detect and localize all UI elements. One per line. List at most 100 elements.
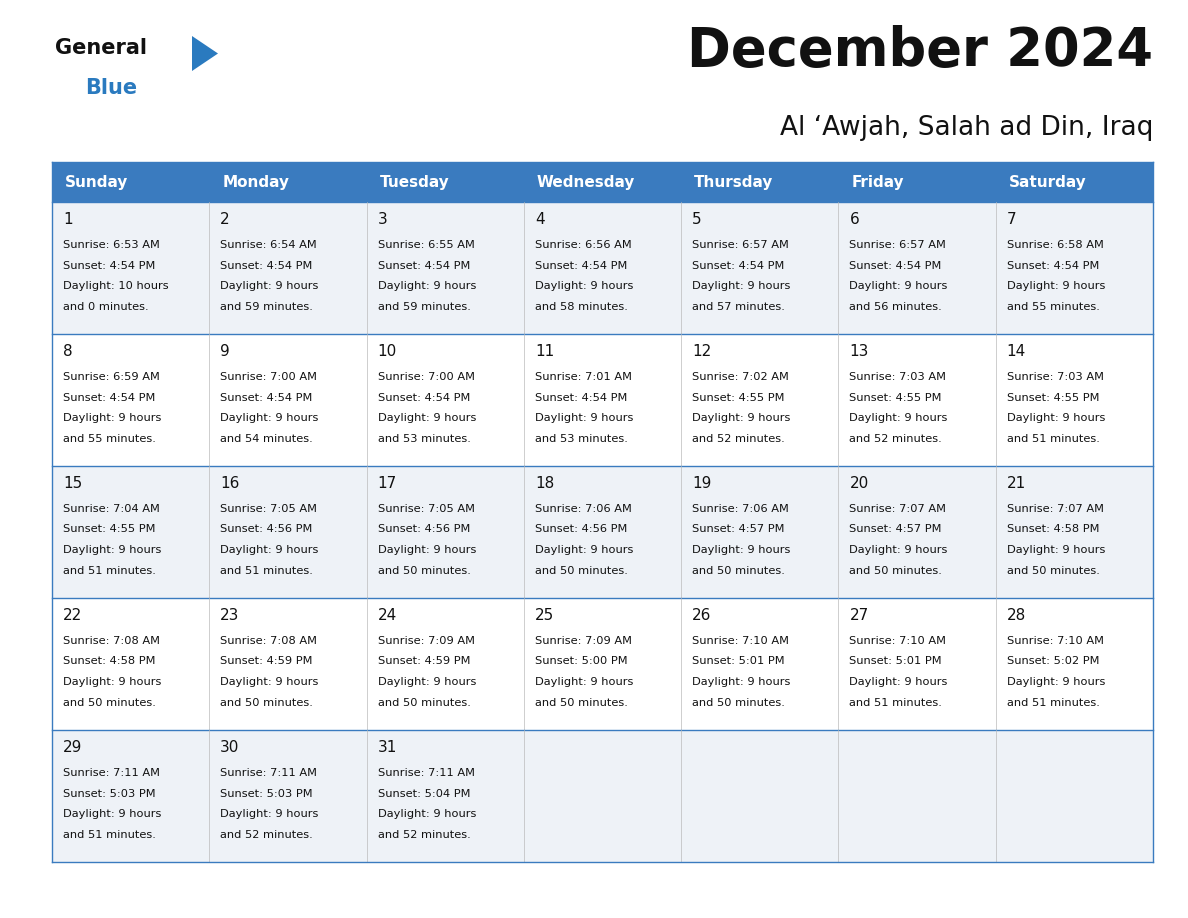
Text: Daylight: 9 hours: Daylight: 9 hours [693,545,790,555]
Text: Daylight: 9 hours: Daylight: 9 hours [220,281,318,291]
Text: Sunset: 5:03 PM: Sunset: 5:03 PM [220,789,312,799]
Text: 17: 17 [378,476,397,491]
Text: Sunset: 4:54 PM: Sunset: 4:54 PM [220,393,312,402]
Text: 2: 2 [220,212,230,227]
Text: Sunrise: 7:07 AM: Sunrise: 7:07 AM [1006,504,1104,514]
Text: 19: 19 [693,476,712,491]
Text: 18: 18 [535,476,554,491]
Text: Sunset: 5:01 PM: Sunset: 5:01 PM [849,656,942,666]
Text: Sunset: 4:56 PM: Sunset: 4:56 PM [535,524,627,534]
Text: and 57 minutes.: and 57 minutes. [693,301,785,311]
Text: and 58 minutes.: and 58 minutes. [535,301,627,311]
Text: Daylight: 9 hours: Daylight: 9 hours [535,545,633,555]
Text: Sunrise: 7:00 AM: Sunrise: 7:00 AM [378,372,474,382]
Text: Monday: Monday [222,174,290,189]
Text: Sunday: Sunday [65,174,128,189]
Text: Sunrise: 7:05 AM: Sunrise: 7:05 AM [220,504,317,514]
Text: Sunrise: 7:11 AM: Sunrise: 7:11 AM [220,768,317,778]
Text: 25: 25 [535,608,554,623]
Text: December 2024: December 2024 [687,25,1154,77]
Text: and 53 minutes.: and 53 minutes. [378,433,470,443]
Text: Sunrise: 7:08 AM: Sunrise: 7:08 AM [63,636,160,646]
Text: Sunrise: 6:57 AM: Sunrise: 6:57 AM [849,240,947,250]
Text: Sunset: 4:55 PM: Sunset: 4:55 PM [849,393,942,402]
Text: Blue: Blue [86,78,137,98]
Text: 24: 24 [378,608,397,623]
Text: and 52 minutes.: and 52 minutes. [220,830,312,839]
Bar [52,598,1154,730]
Text: Daylight: 9 hours: Daylight: 9 hours [693,413,790,423]
Text: Sunset: 4:55 PM: Sunset: 4:55 PM [63,524,156,534]
Text: and 50 minutes.: and 50 minutes. [535,698,627,708]
Text: Daylight: 9 hours: Daylight: 9 hours [849,677,948,687]
Text: 3: 3 [378,212,387,227]
Text: Sunset: 5:03 PM: Sunset: 5:03 PM [63,789,156,799]
Text: Sunrise: 7:09 AM: Sunrise: 7:09 AM [535,636,632,646]
Text: Sunrise: 7:10 AM: Sunrise: 7:10 AM [849,636,947,646]
Text: Daylight: 10 hours: Daylight: 10 hours [63,281,169,291]
Text: Sunset: 4:54 PM: Sunset: 4:54 PM [63,393,156,402]
Text: and 52 minutes.: and 52 minutes. [849,433,942,443]
Text: 7: 7 [1006,212,1017,227]
Text: and 55 minutes.: and 55 minutes. [1006,301,1100,311]
Text: Sunrise: 7:11 AM: Sunrise: 7:11 AM [378,768,474,778]
Text: Sunrise: 7:03 AM: Sunrise: 7:03 AM [1006,372,1104,382]
Text: and 50 minutes.: and 50 minutes. [220,698,314,708]
Text: Sunset: 4:54 PM: Sunset: 4:54 PM [535,393,627,402]
Text: Sunset: 4:56 PM: Sunset: 4:56 PM [378,524,470,534]
Bar [52,162,1154,202]
Text: Sunrise: 7:01 AM: Sunrise: 7:01 AM [535,372,632,382]
Text: Daylight: 9 hours: Daylight: 9 hours [378,281,476,291]
Text: Daylight: 9 hours: Daylight: 9 hours [849,281,948,291]
Text: 27: 27 [849,608,868,623]
Text: Daylight: 9 hours: Daylight: 9 hours [1006,545,1105,555]
Text: Sunrise: 7:05 AM: Sunrise: 7:05 AM [378,504,474,514]
Text: 5: 5 [693,212,702,227]
Text: and 50 minutes.: and 50 minutes. [378,565,470,576]
Text: 6: 6 [849,212,859,227]
Text: and 51 minutes.: and 51 minutes. [220,565,314,576]
Text: Sunrise: 7:03 AM: Sunrise: 7:03 AM [849,372,947,382]
Text: 4: 4 [535,212,544,227]
Text: and 51 minutes.: and 51 minutes. [63,830,156,839]
Text: Daylight: 9 hours: Daylight: 9 hours [63,413,162,423]
Text: Daylight: 9 hours: Daylight: 9 hours [849,545,948,555]
Text: Daylight: 9 hours: Daylight: 9 hours [220,413,318,423]
Text: Sunset: 4:55 PM: Sunset: 4:55 PM [693,393,784,402]
Text: Sunset: 4:54 PM: Sunset: 4:54 PM [378,393,470,402]
Text: Daylight: 9 hours: Daylight: 9 hours [693,677,790,687]
Text: 21: 21 [1006,476,1026,491]
Text: 8: 8 [63,344,72,359]
Text: and 54 minutes.: and 54 minutes. [220,433,312,443]
Text: Sunset: 4:58 PM: Sunset: 4:58 PM [63,656,156,666]
Text: Sunset: 4:59 PM: Sunset: 4:59 PM [220,656,312,666]
Text: Daylight: 9 hours: Daylight: 9 hours [1006,677,1105,687]
Text: Daylight: 9 hours: Daylight: 9 hours [693,281,790,291]
Text: 26: 26 [693,608,712,623]
Text: Sunset: 4:59 PM: Sunset: 4:59 PM [378,656,470,666]
Text: 9: 9 [220,344,230,359]
Text: 20: 20 [849,476,868,491]
Text: Daylight: 9 hours: Daylight: 9 hours [220,545,318,555]
Text: Sunset: 4:55 PM: Sunset: 4:55 PM [1006,393,1099,402]
Text: Sunset: 4:54 PM: Sunset: 4:54 PM [849,261,942,271]
Text: Sunrise: 7:10 AM: Sunrise: 7:10 AM [1006,636,1104,646]
Text: and 52 minutes.: and 52 minutes. [378,830,470,839]
Text: Sunset: 4:54 PM: Sunset: 4:54 PM [535,261,627,271]
Text: Sunset: 5:00 PM: Sunset: 5:00 PM [535,656,627,666]
Polygon shape [192,36,219,71]
Text: and 50 minutes.: and 50 minutes. [535,565,627,576]
Text: and 50 minutes.: and 50 minutes. [63,698,156,708]
Text: 1: 1 [63,212,72,227]
Text: Friday: Friday [852,174,904,189]
Text: and 51 minutes.: and 51 minutes. [849,698,942,708]
Text: 12: 12 [693,344,712,359]
Text: Daylight: 9 hours: Daylight: 9 hours [378,677,476,687]
Text: Daylight: 9 hours: Daylight: 9 hours [220,809,318,819]
Text: 16: 16 [220,476,240,491]
Text: and 55 minutes.: and 55 minutes. [63,433,156,443]
Text: Sunrise: 6:55 AM: Sunrise: 6:55 AM [378,240,474,250]
Text: 29: 29 [63,740,82,755]
Text: and 50 minutes.: and 50 minutes. [378,698,470,708]
Text: Sunset: 4:57 PM: Sunset: 4:57 PM [693,524,784,534]
